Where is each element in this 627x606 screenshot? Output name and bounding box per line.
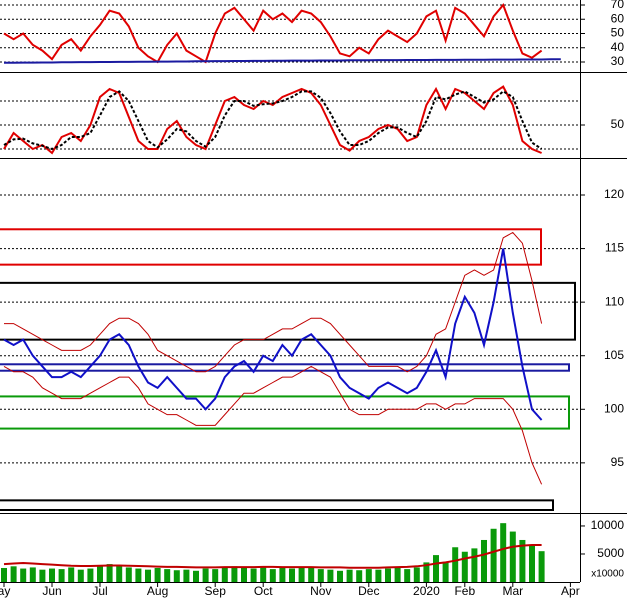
volume-bar	[490, 528, 497, 582]
volume-bar	[529, 545, 535, 582]
y-tick-label: 5000	[597, 546, 624, 560]
y-tick-label: 105	[604, 348, 624, 362]
volume-bar	[260, 567, 267, 582]
data-line	[3, 3, 543, 64]
y-tick-label: 60	[611, 11, 625, 25]
volume-bar	[404, 569, 411, 582]
volume-bar	[279, 567, 286, 582]
volume-bar	[481, 539, 487, 582]
x-tick-label: ay	[0, 584, 10, 598]
volume-bar	[452, 547, 459, 582]
x-tick-label: Jul	[92, 584, 107, 598]
volume-bar	[221, 567, 228, 582]
y-tick-label: 40	[611, 40, 625, 54]
data-line	[4, 58, 561, 64]
volume-bar	[135, 568, 142, 582]
y-tick-label: 50	[611, 117, 625, 131]
volume-bar	[58, 569, 65, 582]
volume-bar	[77, 569, 84, 582]
volume-bar	[1, 567, 7, 582]
zone-box	[0, 395, 570, 430]
volume-bar	[20, 568, 27, 582]
x-tick-label: Apr	[561, 584, 580, 598]
volume-bar	[116, 566, 123, 582]
volume-bar	[202, 568, 209, 582]
volume-bar	[375, 569, 382, 582]
volume-bar	[346, 569, 353, 582]
y-tick-label: 120	[604, 187, 624, 201]
volume-bar	[433, 555, 439, 582]
x-tick-label: Jun	[42, 584, 61, 598]
data-line	[3, 544, 542, 569]
data-line	[4, 231, 543, 373]
zone-box	[0, 228, 542, 266]
y-tick-label: 30	[611, 54, 625, 68]
volume-bar	[97, 565, 103, 582]
y-tick-label: 100	[604, 401, 624, 415]
volume-bar	[538, 551, 545, 582]
x-tick-label: 2020	[413, 584, 440, 598]
x-tick-label: Nov	[310, 584, 331, 598]
volume-bar	[154, 567, 161, 582]
volume-bar	[423, 562, 430, 582]
volume-bar	[125, 567, 132, 582]
volume-bar	[39, 569, 46, 582]
volume-bar	[173, 570, 180, 582]
x-tick-label: Aug	[147, 584, 168, 598]
volume-bar	[442, 561, 449, 582]
y-tick-label: 50	[611, 26, 625, 40]
volume-bar	[145, 569, 151, 582]
zone-box	[0, 363, 570, 372]
volume-bar	[500, 523, 507, 582]
x-tick-label: Sep	[205, 584, 227, 598]
x-tick-label: Mar	[502, 584, 523, 598]
unit-label: x10000	[591, 569, 624, 580]
data-line	[3, 90, 543, 151]
x-tick-label: Dec	[358, 584, 379, 598]
data-line	[3, 365, 543, 485]
volume-bar	[365, 569, 372, 582]
volume-bar	[337, 570, 343, 582]
x-tick-label: Feb	[454, 584, 475, 598]
volume-bar	[509, 531, 516, 582]
volume-bar	[308, 567, 315, 582]
y-tick-label: 115	[605, 241, 624, 255]
volume-bar	[269, 569, 276, 582]
data-line	[3, 248, 543, 421]
volume-bar	[231, 566, 238, 582]
volume-bar	[87, 568, 94, 582]
volume-bar	[356, 570, 363, 582]
volume-bar	[68, 567, 75, 582]
volume-bar	[317, 569, 324, 582]
volume-bar	[471, 548, 478, 582]
volume-bar	[289, 568, 295, 582]
volume-bar	[106, 564, 113, 582]
zone-box	[0, 281, 576, 341]
volume-bar	[298, 566, 305, 582]
volume-bar	[413, 567, 420, 582]
volume-bar	[250, 568, 257, 582]
y-tick-label: 10000	[591, 518, 625, 532]
x-tick-label: Oct	[254, 584, 273, 598]
volume-bar	[49, 568, 55, 582]
y-tick-label: 95	[611, 455, 625, 469]
volume-bar	[385, 568, 391, 582]
volume-bar	[241, 567, 247, 582]
y-tick-label: 110	[605, 294, 624, 308]
volume-bar	[10, 566, 17, 582]
volume-bar	[461, 551, 468, 582]
volume-bar	[519, 539, 526, 582]
volume-bar	[394, 567, 401, 582]
volume-bar	[212, 569, 219, 582]
volume-bar	[29, 567, 36, 582]
volume-bar	[183, 569, 190, 582]
volume-bar	[193, 570, 199, 582]
y-tick-label: 70	[611, 0, 625, 11]
volume-bar	[164, 569, 171, 582]
volume-bar	[327, 569, 334, 582]
zone-box	[0, 499, 554, 512]
